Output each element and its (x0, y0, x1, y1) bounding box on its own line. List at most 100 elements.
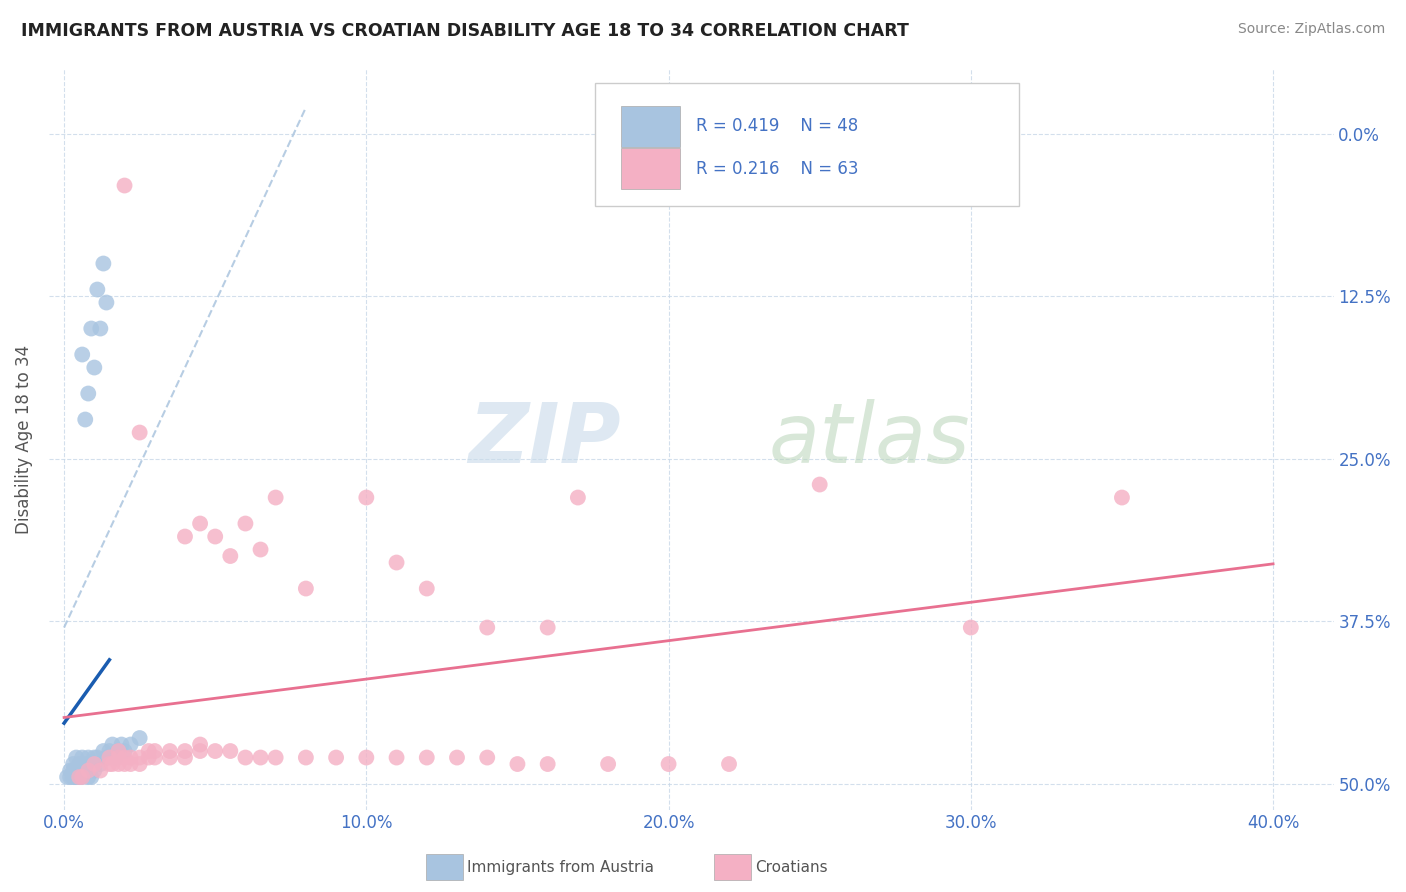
Point (295, 582, 318, 596)
Point (96, 750, 118, 764)
Point (62, 770, 84, 784)
Point (385, 556, 408, 570)
Point (128, 425, 150, 440)
Point (120, 738, 142, 752)
Point (89, 757, 111, 772)
Point (77, 764, 100, 778)
Point (98, 744, 121, 758)
Point (385, 750, 408, 764)
Point (67, 770, 90, 784)
Point (96, 295, 118, 310)
Point (86, 750, 108, 764)
Point (83, 757, 105, 772)
Point (325, 750, 347, 764)
Point (83, 360, 105, 375)
Point (537, 757, 560, 772)
Point (188, 744, 211, 758)
Point (83, 764, 105, 778)
Point (477, 621, 499, 635)
Point (143, 744, 166, 758)
Point (110, 738, 132, 752)
Point (114, 178, 136, 193)
FancyBboxPatch shape (620, 148, 679, 189)
Point (89, 321, 111, 335)
Point (143, 750, 166, 764)
Text: R = 0.216    N = 63: R = 0.216 N = 63 (696, 160, 859, 178)
Point (477, 750, 499, 764)
Point (77, 386, 100, 401)
Point (506, 757, 529, 772)
Point (808, 477, 831, 491)
Point (416, 750, 439, 764)
Point (75, 757, 97, 772)
Point (120, 750, 142, 764)
Point (204, 744, 226, 758)
Point (718, 757, 741, 772)
Point (70, 764, 93, 778)
Text: R = 0.419    N = 48: R = 0.419 N = 48 (696, 118, 859, 136)
Point (75, 764, 97, 778)
Point (128, 750, 150, 764)
Point (62, 757, 84, 772)
Point (264, 750, 287, 764)
Text: Croatians: Croatians (755, 860, 828, 874)
Point (120, 757, 142, 772)
Point (107, 757, 129, 772)
Point (65, 770, 87, 784)
Text: ZIP: ZIP (468, 399, 620, 480)
Point (77, 750, 100, 764)
Point (598, 757, 620, 772)
FancyBboxPatch shape (620, 105, 679, 147)
Point (159, 744, 181, 758)
Point (235, 516, 257, 531)
Point (59, 770, 82, 784)
Point (67, 764, 90, 778)
Point (114, 744, 136, 758)
Point (65, 750, 87, 764)
Point (356, 750, 378, 764)
Point (67, 770, 90, 784)
Point (249, 750, 271, 764)
Point (86, 283, 108, 297)
Point (67, 757, 90, 772)
Point (219, 549, 242, 563)
Point (65, 770, 87, 784)
Point (264, 491, 287, 505)
Point (235, 750, 257, 764)
Point (416, 582, 439, 596)
Point (98, 757, 121, 772)
Text: Immigrants from Austria: Immigrants from Austria (467, 860, 654, 874)
Point (59, 764, 82, 778)
Point (67, 770, 90, 784)
Point (295, 750, 318, 764)
FancyBboxPatch shape (595, 83, 1019, 206)
Point (93, 256, 115, 270)
Point (75, 412, 97, 426)
Point (89, 764, 111, 778)
Point (658, 757, 681, 772)
Point (219, 744, 242, 758)
Point (174, 744, 197, 758)
Point (62, 770, 84, 784)
Point (1111, 491, 1133, 505)
Point (114, 757, 136, 772)
Point (62, 764, 84, 778)
Point (174, 529, 197, 543)
Point (188, 516, 211, 531)
Point (188, 738, 211, 752)
Point (77, 764, 100, 778)
Text: Source: ZipAtlas.com: Source: ZipAtlas.com (1237, 22, 1385, 37)
Point (107, 750, 129, 764)
Point (567, 491, 589, 505)
Point (174, 750, 197, 764)
Point (107, 744, 129, 758)
Point (70, 770, 93, 784)
Point (128, 731, 150, 745)
Point (80, 757, 103, 772)
Point (56, 770, 79, 784)
Point (356, 491, 378, 505)
Point (70, 347, 93, 361)
Point (537, 621, 560, 635)
Point (138, 750, 160, 764)
Point (138, 744, 160, 758)
